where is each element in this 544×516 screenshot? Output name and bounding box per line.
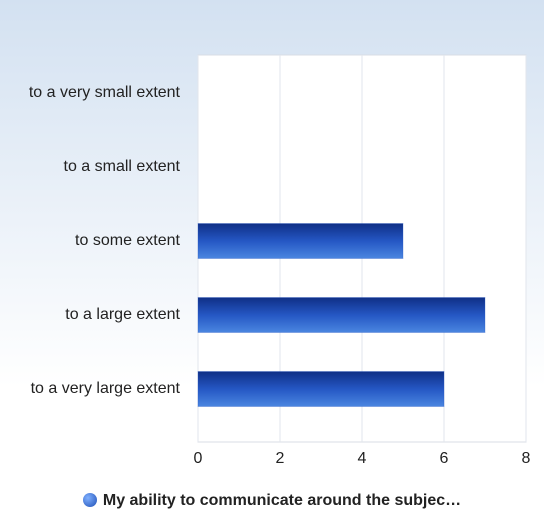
y-tick-label: to a large extent: [65, 306, 180, 323]
legend-label: My ability to communicate around the sub…: [102, 492, 462, 509]
bar: [197, 297, 486, 333]
bar: [197, 223, 404, 259]
legend: My ability to communicate around the sub…: [0, 492, 544, 510]
y-tick-label: to a very large extent: [30, 380, 180, 397]
bar: [197, 371, 445, 407]
x-tick-label: 6: [440, 450, 449, 467]
y-tick-label: to a very small extent: [28, 84, 180, 101]
x-tick-label: 0: [194, 450, 203, 467]
x-tick-label: 2: [276, 450, 285, 467]
y-tick-label: to some extent: [75, 232, 180, 249]
legend-marker: [82, 493, 97, 507]
y-tick-label: to a small extent: [63, 158, 181, 175]
x-tick-label: 8: [522, 450, 531, 467]
x-tick-label: 4: [358, 450, 367, 467]
